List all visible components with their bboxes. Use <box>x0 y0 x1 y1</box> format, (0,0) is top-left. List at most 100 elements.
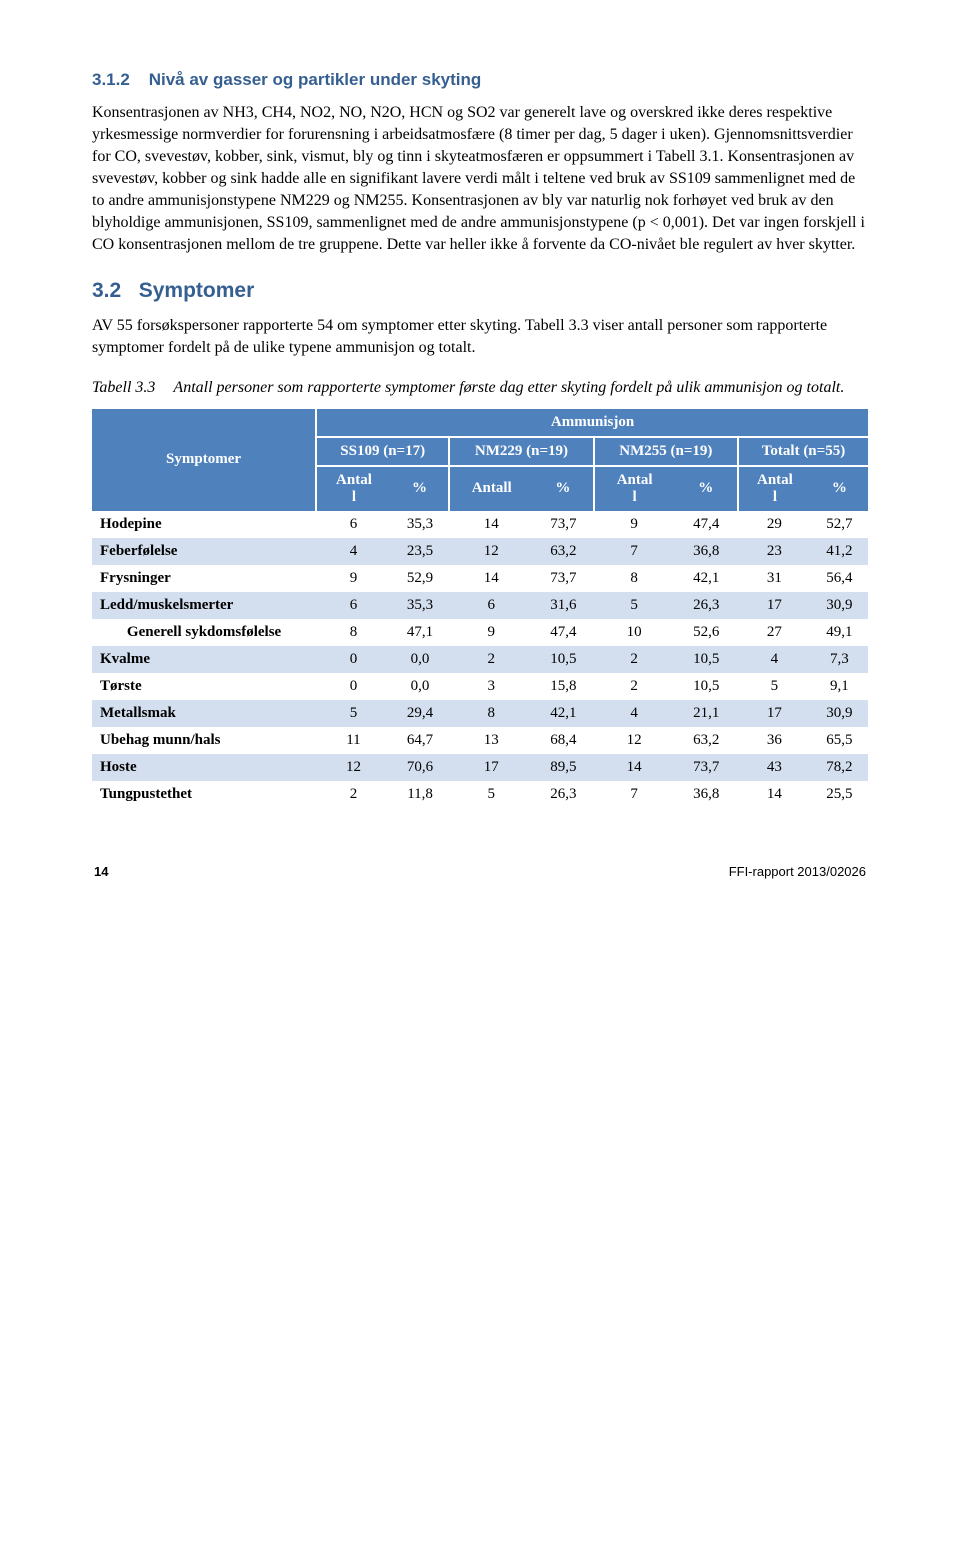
report-reference: FFI-rapport 2013/02026 <box>729 864 866 879</box>
symptom-name: Kvalme <box>92 646 316 673</box>
cell-value: 36,8 <box>675 781 738 808</box>
cell-value: 35,3 <box>391 592 449 619</box>
symptom-name: Feberfølelse <box>92 538 316 565</box>
symptom-name: Ledd/muskelsmerter <box>92 592 316 619</box>
cell-value: 26,3 <box>533 781 594 808</box>
section-32-paragraph: AV 55 forsøkspersoner rapporterte 54 om … <box>92 315 868 359</box>
table-label: Tabell 3.3 <box>92 377 173 399</box>
cell-value: 4 <box>316 538 391 565</box>
col-totalt: Totalt (n=55) <box>738 437 868 466</box>
col-symptomer: Symptomer <box>92 409 316 511</box>
cell-value: 7 <box>594 781 675 808</box>
table-caption-text: Antall personer som rapporterte symptome… <box>173 377 844 399</box>
cell-value: 12 <box>449 538 533 565</box>
cell-value: 0 <box>316 646 391 673</box>
col-antall: Antall <box>594 466 675 511</box>
table-row: Metallsmak529,4842,1421,11730,9 <box>92 700 868 727</box>
symptom-name: Hodepine <box>92 511 316 538</box>
cell-value: 23 <box>738 538 811 565</box>
cell-value: 70,6 <box>391 754 449 781</box>
section-number: 3.1.2 <box>92 70 130 89</box>
cell-value: 36,8 <box>675 538 738 565</box>
table-row: Feberfølelse423,51263,2736,82341,2 <box>92 538 868 565</box>
cell-value: 36 <box>738 727 811 754</box>
table-header: Symptomer Ammunisjon SS109 (n=17) NM229 … <box>92 409 868 511</box>
cell-value: 5 <box>594 592 675 619</box>
symptoms-table: Symptomer Ammunisjon SS109 (n=17) NM229 … <box>92 409 868 808</box>
cell-value: 8 <box>594 565 675 592</box>
document-page: 3.1.2 Nivå av gasser og partikler under … <box>0 0 960 909</box>
cell-value: 10,5 <box>675 646 738 673</box>
col-pct: % <box>533 466 594 511</box>
cell-value: 9 <box>594 511 675 538</box>
symptom-name: Tungpustethet <box>92 781 316 808</box>
cell-value: 5 <box>738 673 811 700</box>
cell-value: 7 <box>594 538 675 565</box>
cell-value: 42,1 <box>533 700 594 727</box>
cell-value: 31 <box>738 565 811 592</box>
cell-value: 29,4 <box>391 700 449 727</box>
table-row: Kvalme00,0210,5210,547,3 <box>92 646 868 673</box>
cell-value: 14 <box>594 754 675 781</box>
symptom-name: Generell sykdomsfølelse <box>92 619 316 646</box>
col-nm255: NM255 (n=19) <box>594 437 738 466</box>
table-row: Generell sykdomsfølelse847,1947,41052,62… <box>92 619 868 646</box>
cell-value: 6 <box>316 592 391 619</box>
cell-value: 89,5 <box>533 754 594 781</box>
cell-value: 52,6 <box>675 619 738 646</box>
cell-value: 26,3 <box>675 592 738 619</box>
cell-value: 52,9 <box>391 565 449 592</box>
cell-value: 41,2 <box>811 538 868 565</box>
col-pct: % <box>811 466 868 511</box>
cell-value: 49,1 <box>811 619 868 646</box>
cell-value: 47,1 <box>391 619 449 646</box>
table-row: Tørste00,0315,8210,559,1 <box>92 673 868 700</box>
table-caption: Tabell 3.3 Antall personer som rapporter… <box>92 377 868 399</box>
cell-value: 65,5 <box>811 727 868 754</box>
cell-value: 17 <box>738 592 811 619</box>
cell-value: 6 <box>316 511 391 538</box>
cell-value: 4 <box>738 646 811 673</box>
cell-value: 25,5 <box>811 781 868 808</box>
cell-value: 9 <box>449 619 533 646</box>
page-footer: 14 FFI-rapport 2013/02026 <box>92 864 868 879</box>
col-antall: Antall <box>449 466 533 511</box>
cell-value: 73,7 <box>533 565 594 592</box>
cell-value: 78,2 <box>811 754 868 781</box>
cell-value: 15,8 <box>533 673 594 700</box>
cell-value: 43 <box>738 754 811 781</box>
cell-value: 11 <box>316 727 391 754</box>
cell-value: 21,1 <box>675 700 738 727</box>
cell-value: 0,0 <box>391 646 449 673</box>
cell-value: 11,8 <box>391 781 449 808</box>
col-antall: Antall <box>316 466 391 511</box>
symptom-name: Hoste <box>92 754 316 781</box>
section-number: 3.2 <box>92 279 121 302</box>
section-heading-32: 3.2 Symptomer <box>92 279 868 303</box>
cell-value: 42,1 <box>675 565 738 592</box>
cell-value: 31,6 <box>533 592 594 619</box>
cell-value: 27 <box>738 619 811 646</box>
table-row: Ledd/muskelsmerter635,3631,6526,31730,9 <box>92 592 868 619</box>
section-title: Nivå av gasser og partikler under skytin… <box>149 70 482 89</box>
cell-value: 64,7 <box>391 727 449 754</box>
cell-value: 13 <box>449 727 533 754</box>
table-row: Tungpustethet211,8526,3736,81425,5 <box>92 781 868 808</box>
page-number: 14 <box>94 864 108 879</box>
table-row: Frysninger952,91473,7842,13156,4 <box>92 565 868 592</box>
cell-value: 73,7 <box>533 511 594 538</box>
symptom-name: Frysninger <box>92 565 316 592</box>
section-312-paragraph: Konsentrasjonen av NH3, CH4, NO2, NO, N2… <box>92 102 868 257</box>
cell-value: 14 <box>449 511 533 538</box>
table-row: Hoste1270,61789,51473,74378,2 <box>92 754 868 781</box>
table-body: Hodepine635,31473,7947,42952,7Feberfølel… <box>92 511 868 808</box>
col-nm229: NM229 (n=19) <box>449 437 593 466</box>
cell-value: 7,3 <box>811 646 868 673</box>
cell-value: 0 <box>316 673 391 700</box>
cell-value: 14 <box>738 781 811 808</box>
cell-value: 8 <box>449 700 533 727</box>
cell-value: 0,0 <box>391 673 449 700</box>
cell-value: 63,2 <box>675 727 738 754</box>
cell-value: 17 <box>449 754 533 781</box>
cell-value: 10 <box>594 619 675 646</box>
